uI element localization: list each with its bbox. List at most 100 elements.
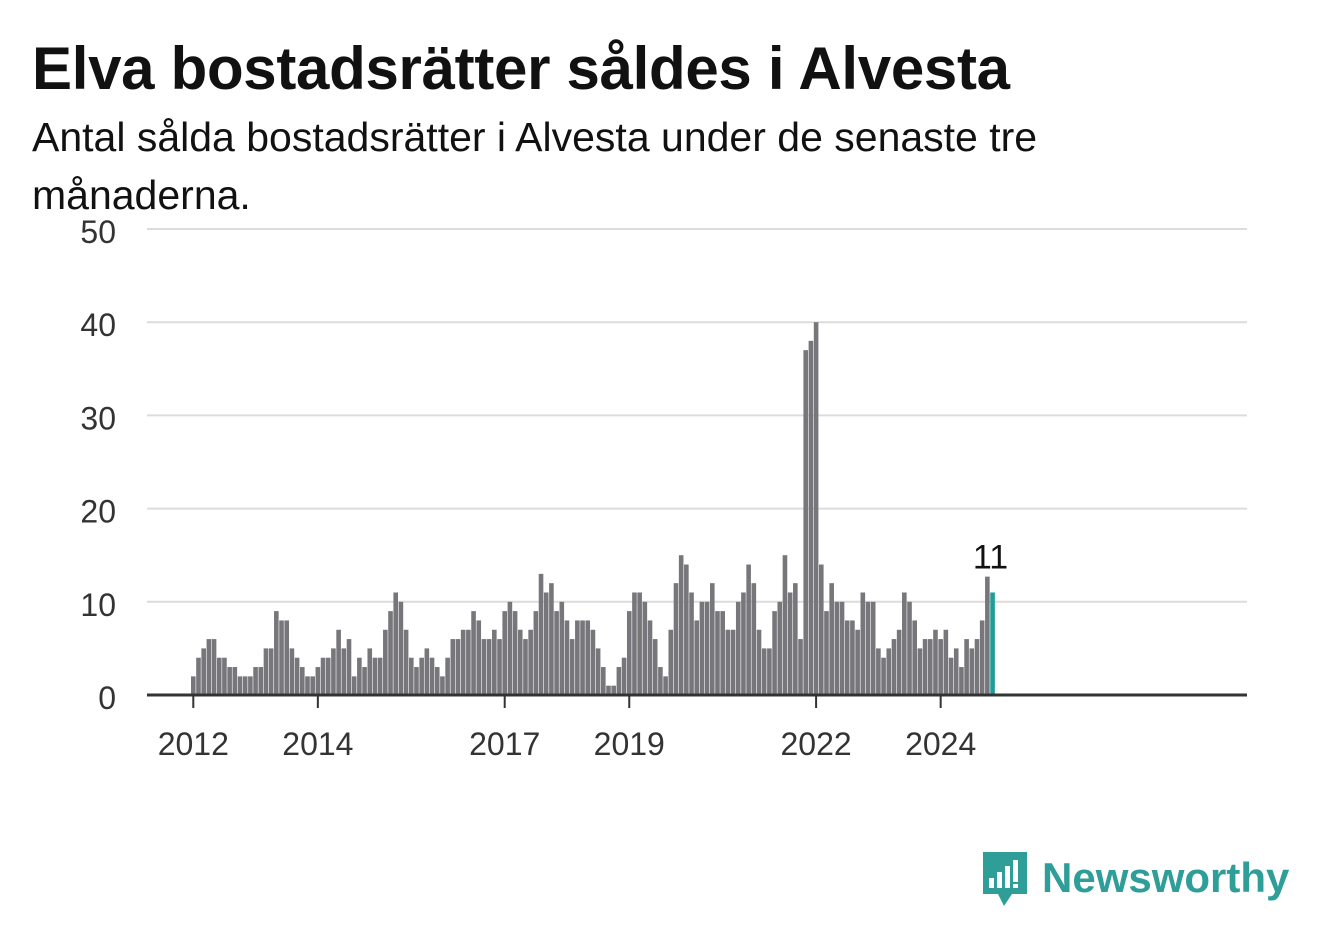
bar-chart: 0 10 20 30 40 50 11 2012 2014 2017 2019 2022 2024: [80, 214, 1247, 762]
bar: [450, 639, 456, 695]
bar: [481, 639, 487, 695]
bar: [325, 657, 331, 695]
bar: [517, 629, 523, 695]
bar: [543, 592, 549, 695]
bar: [528, 629, 533, 695]
bars: [191, 322, 995, 695]
bar: [673, 583, 679, 695]
bar: [554, 611, 559, 695]
bar: [538, 573, 544, 695]
bar: [611, 685, 616, 695]
x-tick-label: 2019: [594, 726, 665, 762]
bar: [720, 611, 725, 695]
bar: [948, 657, 954, 695]
bar: [912, 620, 918, 695]
bar: [746, 564, 751, 695]
axes: 0 10 20 30 40 50 11 2012 2014 2017 2019 2022 2024: [80, 214, 1247, 762]
bar: [341, 648, 347, 695]
bar: [424, 648, 430, 695]
bar: [741, 592, 746, 695]
bar: [632, 592, 637, 695]
bar: [761, 648, 767, 695]
bar: [938, 639, 943, 695]
bar: [751, 583, 757, 695]
bar: [232, 667, 238, 695]
bar: [222, 657, 227, 695]
bar: [933, 629, 938, 695]
bar: [907, 601, 912, 695]
bar: [652, 639, 658, 695]
bar: [902, 592, 907, 695]
bar: [253, 667, 258, 695]
bar: [813, 322, 819, 695]
bar: [492, 629, 497, 695]
bar: [351, 676, 357, 695]
bar: [678, 555, 684, 695]
bar: [881, 657, 886, 695]
bar: [735, 601, 741, 695]
bar: [455, 639, 461, 695]
bar: [377, 657, 383, 695]
bar: [398, 601, 404, 695]
bar: [855, 629, 860, 695]
bar: [362, 667, 367, 695]
x-tick-label: 2024: [905, 726, 976, 762]
bar: [829, 583, 834, 695]
bar: [294, 657, 300, 695]
bar: [953, 648, 959, 695]
bar: [206, 639, 212, 695]
bar: [367, 648, 373, 695]
bar: [476, 620, 482, 695]
bar: [279, 620, 284, 695]
bar: [668, 629, 674, 695]
bar: [964, 639, 969, 695]
bar: [237, 676, 243, 695]
bar: [772, 611, 777, 695]
bar: [595, 648, 601, 695]
y-tick-label: 30: [80, 400, 116, 436]
bar: [580, 620, 585, 695]
bar: [440, 676, 445, 695]
bar: [284, 620, 290, 695]
bar: [502, 611, 507, 695]
bar: [299, 667, 305, 695]
bar: [320, 657, 326, 695]
bar: [466, 629, 471, 695]
grid-lines: [147, 228, 1247, 603]
bar: [268, 648, 274, 695]
bar: [471, 611, 476, 695]
bar: [959, 667, 964, 695]
bar: [694, 620, 700, 695]
bar: [533, 611, 539, 695]
bar: [227, 667, 232, 695]
bar: [793, 583, 798, 695]
bar: [191, 676, 196, 695]
bar: [414, 667, 419, 695]
bar: [460, 629, 466, 695]
bar: [211, 639, 217, 695]
bar: [336, 629, 341, 695]
bar: [865, 601, 871, 695]
bar: [196, 657, 201, 695]
bar: [917, 648, 923, 695]
bar: [357, 657, 362, 695]
bar: [512, 611, 518, 695]
bar: [824, 611, 829, 695]
bar: [756, 629, 762, 695]
newsworthy-logo-icon: [983, 852, 1027, 906]
bar: [658, 667, 663, 695]
bar: [870, 601, 876, 695]
brand-name: Newsworthy: [1042, 854, 1290, 901]
chart-title: Elva bostadsrätter såldes i Alvesta: [32, 35, 1010, 102]
brand: Newsworthy: [980, 848, 1289, 908]
bar: [606, 685, 611, 695]
bar: [315, 667, 321, 695]
bar: [943, 629, 949, 695]
bar: [647, 620, 653, 695]
highlight-bar: [990, 592, 995, 695]
bar: [507, 601, 513, 695]
bar: [985, 576, 990, 695]
bar: [896, 629, 902, 695]
bar: [559, 601, 565, 695]
chart-subtitle: Antal sålda bostadsrätter i Alvesta unde…: [32, 114, 1038, 218]
